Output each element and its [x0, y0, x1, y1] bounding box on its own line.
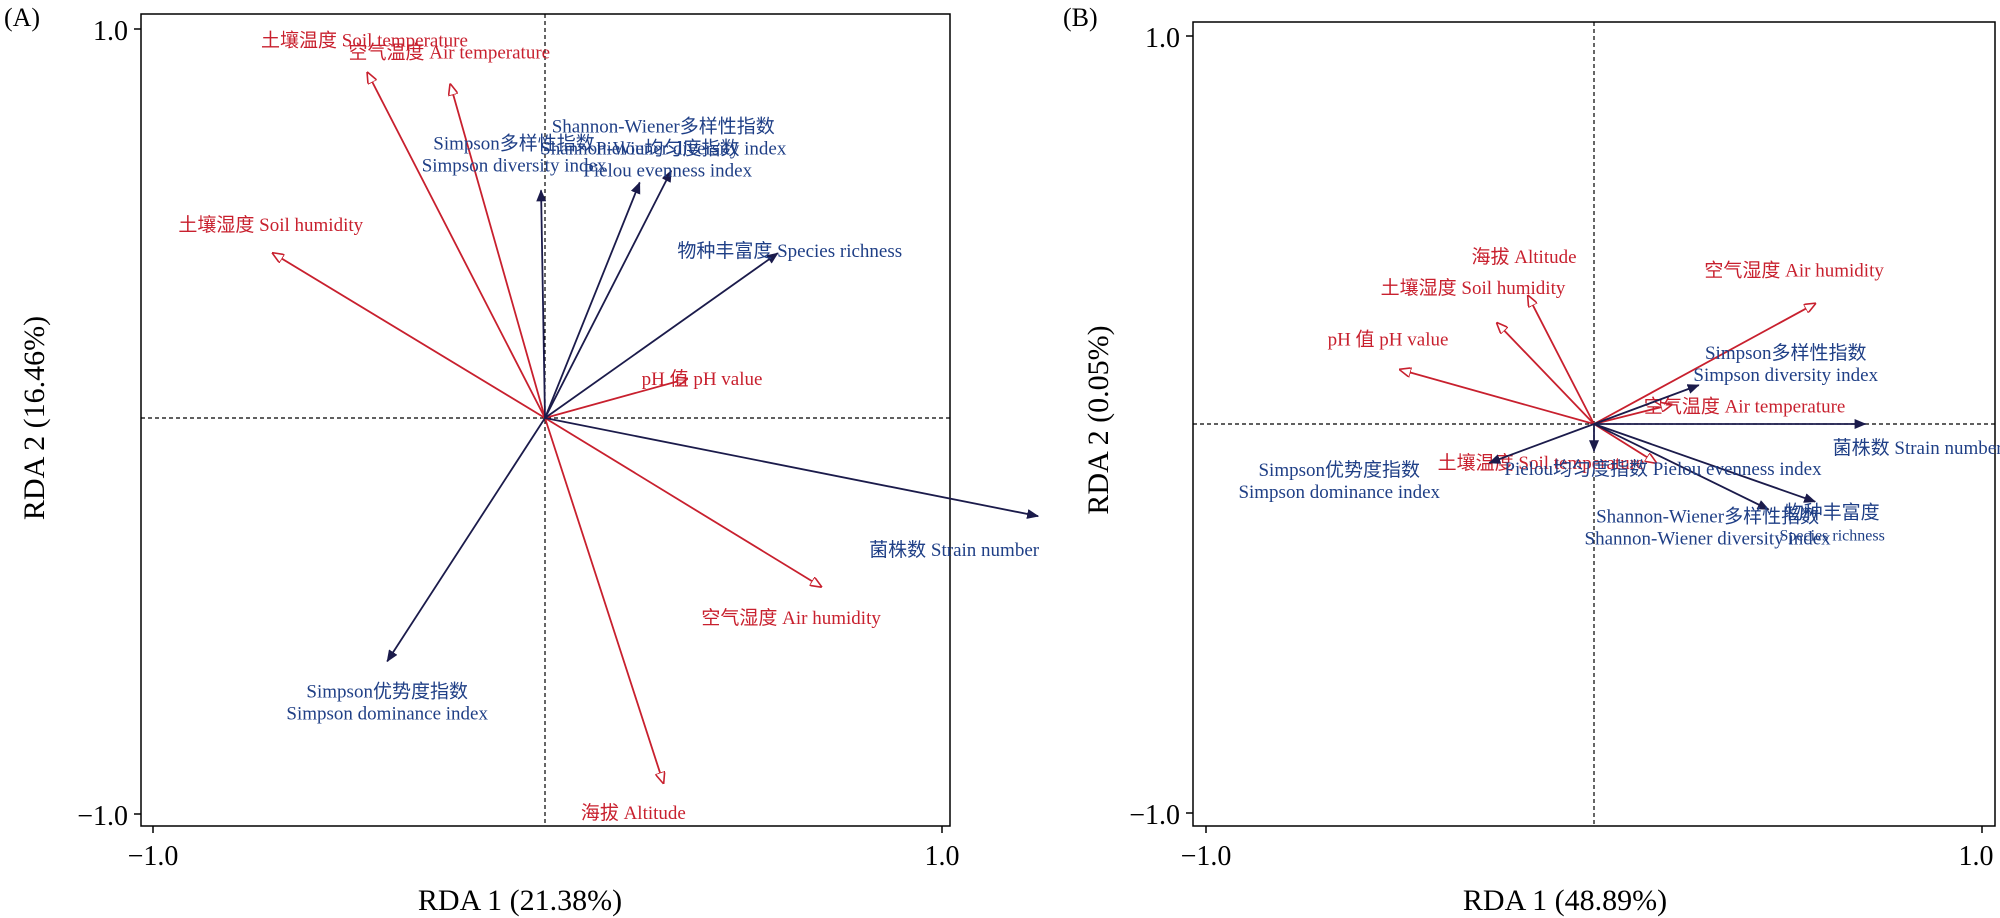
panel-b-div-label-0: Simpson多样性指数 Simpson diversity index	[1693, 342, 1878, 386]
panel-b-env-arrow-4	[1593, 405, 1672, 425]
panel-a-div-label-5: Simpson优势度指数 Simpson dominance index	[286, 680, 488, 724]
panel-b-div-arrow-3	[1593, 423, 1770, 511]
panel-b-env-label-4: 空气温度 Air temperature	[1644, 396, 1846, 418]
panel-a-env-arrow-2	[273, 253, 546, 419]
panel-a-xtick-label-right: 1.0	[925, 841, 960, 872]
panel-a-label: (A)	[4, 3, 40, 32]
panel-a-ytick-label-top: 1.0	[93, 16, 128, 47]
panel-a-div-arrow-2	[544, 181, 641, 419]
panel-b-env-arrow-3	[1593, 304, 1815, 425]
panel-b-xtick-label-right: 1.0	[1959, 841, 1994, 872]
panel-a-env-arrow-0	[367, 73, 546, 419]
panel-a-env-label-4: 空气湿度 Air humidity	[701, 607, 881, 629]
panel-b-env-arrow-1	[1497, 323, 1595, 425]
panel-a-env-label-0: 土壤温度 Soil temperature	[261, 30, 468, 52]
panel-a-env-label-2: 土壤湿度 Soil humidity	[178, 214, 363, 236]
panel-b-env-label-2: pH 值 pH value	[1328, 329, 1449, 351]
panel-a-div-arrow-4	[544, 417, 1040, 519]
panel-a-div-arrow-5	[386, 417, 546, 663]
panel-a-y-axis-title: RDA 2 (16.46%)	[18, 316, 51, 520]
panel-b-div-arrow-0	[1593, 384, 1700, 425]
panel-b-div-label-5: Simpson优势度指数 Simpson dominance index	[1238, 459, 1440, 503]
panel-a-env-label-3: pH 值 pH value	[642, 368, 763, 390]
panel-b-vectors: 海拔 Altitude 土壤湿度 Soil humidity pH 值 pH val…	[1238, 246, 2000, 550]
panel-a-div-arrow-0	[544, 169, 673, 419]
panel-a-ytick-label-bottom: −1.0	[77, 801, 128, 832]
panel-b: (B) 1.0 −1.0 −1.0 1.0 RDA 1 (48.89%) RDA…	[1063, 3, 2000, 917]
panel-b-env-arrow-2	[1400, 370, 1595, 425]
panel-b-div-label-2: 物种丰富度 Species richness	[1780, 502, 1885, 545]
panel-b-env-arrow-0	[1528, 296, 1595, 425]
panel-a-env-label-1: 空气温度 Air temperature	[349, 41, 551, 63]
panel-a-env-arrow-1	[450, 84, 546, 419]
panel-b-env-label-1: 土壤湿度 Soil humidity	[1381, 277, 1566, 299]
panel-a-div-label-2: Pielou均匀度指数 Pielou evenness index	[583, 138, 752, 182]
panel-a-env-label-5: 海拔 Altitude	[581, 802, 686, 824]
panel-a-div-label-0: Shannon-Wiener多样性指数 Shannon-Wiener divers…	[540, 116, 787, 160]
panel-a-xtick-label-left: −1.0	[128, 841, 179, 872]
panel-b-env-label-3: 空气湿度 Air humidity	[1704, 260, 1884, 282]
panel-b-ytick-label-top: 1.0	[1145, 23, 1180, 54]
panel-a-div-arrow-3	[544, 252, 779, 419]
panel-a-div-label-1: Simpson多样性指数 Simpson diversity index	[422, 132, 607, 176]
panel-a-env-arrow-5	[544, 417, 663, 783]
panel-b-y-axis-title: RDA 2 (0.05%)	[1082, 325, 1115, 514]
panel-a: (A) 1.0 −1.0 −1.0 1.0 RDA 1 (21.38%) RDA…	[4, 3, 1040, 917]
panel-b-x-axis-title: RDA 1 (48.89%)	[1463, 884, 1667, 917]
panel-b-div-label-1: 菌株数 Strain number	[1833, 437, 2000, 459]
panel-a-env-arrow-3	[544, 379, 687, 419]
panel-b-xtick-label-left: −1.0	[1181, 841, 1232, 872]
panel-a-x-axis-title: RDA 1 (21.38%)	[418, 884, 622, 917]
panel-b-div-label-3: Shannon-Wiener多样性指数 Shannon-Wiener divers…	[1585, 505, 1832, 549]
panel-a-env-arrow-4	[544, 417, 821, 587]
panel-b-label: (B)	[1063, 3, 1098, 32]
panel-a-div-label-4: 菌株数 Strain number	[869, 539, 1040, 561]
panel-b-div-arrow-2	[1593, 423, 1817, 503]
panel-b-env-label-0: 海拔 Altitude	[1472, 246, 1577, 268]
panel-a-div-arrow-1	[536, 189, 547, 419]
panel-b-ytick-label-bottom: −1.0	[1129, 800, 1180, 831]
panel-b-div-label-4: Pielou均匀度指数 Pielou evenness index	[1504, 458, 1822, 480]
panel-b-env-arrow-5	[1593, 423, 1656, 463]
panel-a-div-label-3: 物种丰富度 Species richness	[677, 240, 902, 262]
panel-b-div-arrow-5	[1488, 423, 1595, 464]
